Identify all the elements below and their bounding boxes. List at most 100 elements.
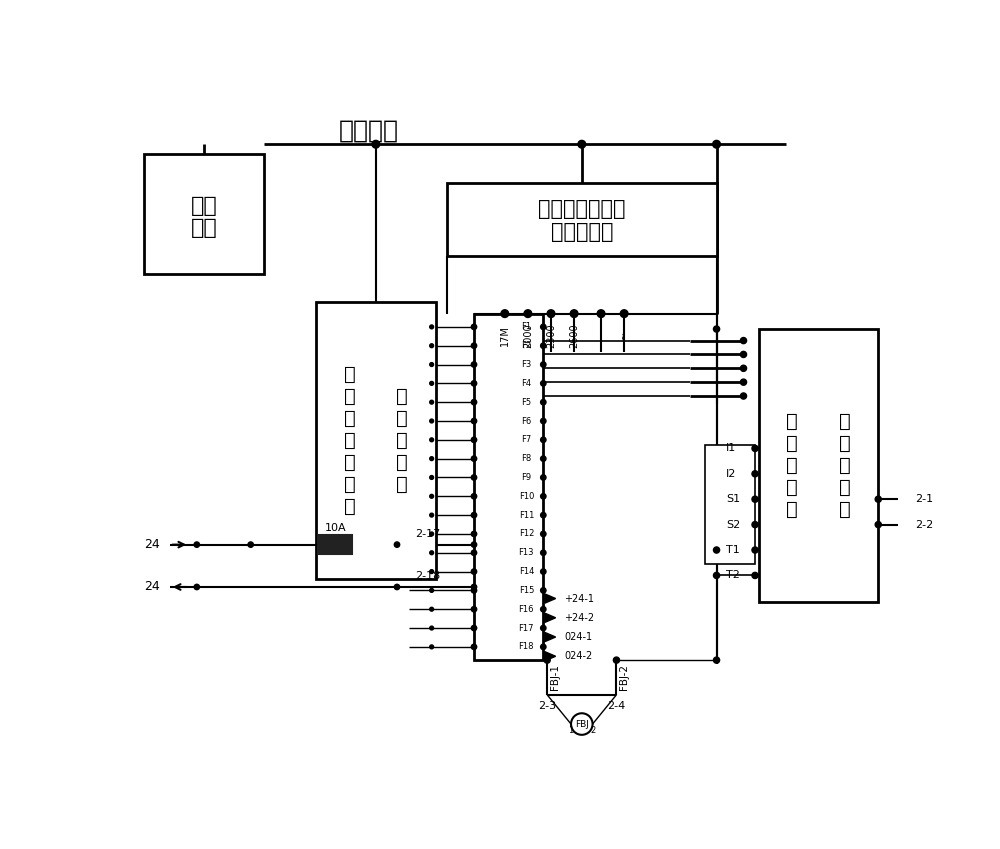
Bar: [447, 183, 717, 256]
Circle shape: [541, 569, 546, 574]
Polygon shape: [545, 613, 556, 622]
Text: 24: 24: [144, 581, 160, 593]
Circle shape: [471, 324, 477, 329]
Text: F5: F5: [521, 397, 531, 407]
Text: 2-18: 2-18: [415, 571, 440, 582]
Text: F9: F9: [521, 473, 531, 482]
Circle shape: [597, 310, 605, 318]
Circle shape: [578, 140, 586, 148]
Text: 发
送
器
低
频
控
制: 发 送 器 低 频 控 制: [344, 365, 355, 516]
Text: ~: ~: [619, 331, 629, 340]
Circle shape: [713, 572, 720, 578]
Circle shape: [740, 365, 747, 371]
Circle shape: [471, 644, 477, 649]
Circle shape: [541, 343, 546, 348]
Circle shape: [430, 344, 434, 347]
Circle shape: [713, 326, 720, 332]
Circle shape: [547, 310, 555, 318]
Text: F13: F13: [519, 548, 534, 557]
Circle shape: [501, 310, 509, 318]
Circle shape: [430, 400, 434, 404]
Circle shape: [740, 351, 747, 357]
Text: I1: I1: [726, 443, 736, 453]
Circle shape: [471, 542, 477, 548]
Circle shape: [875, 521, 881, 528]
Text: T2: T2: [726, 571, 740, 581]
Circle shape: [430, 532, 434, 536]
Text: +24-2: +24-2: [564, 613, 594, 623]
Polygon shape: [545, 652, 556, 661]
Circle shape: [752, 547, 758, 553]
Circle shape: [541, 550, 546, 555]
Text: 发送器载频控制: 发送器载频控制: [538, 199, 626, 218]
Polygon shape: [545, 633, 556, 642]
Circle shape: [471, 513, 477, 518]
Circle shape: [752, 496, 758, 503]
Circle shape: [541, 513, 546, 518]
Circle shape: [570, 310, 578, 318]
Circle shape: [524, 310, 532, 318]
Circle shape: [471, 362, 477, 368]
Circle shape: [471, 437, 477, 442]
Bar: [705, 445, 755, 564]
Circle shape: [471, 475, 477, 481]
Text: 24: 24: [144, 538, 160, 551]
Circle shape: [541, 475, 546, 481]
Circle shape: [544, 657, 550, 663]
Circle shape: [471, 456, 477, 461]
Circle shape: [430, 438, 434, 441]
Text: +24-1: +24-1: [564, 593, 594, 604]
Circle shape: [740, 380, 747, 385]
Bar: [144, 155, 264, 273]
Text: F10: F10: [519, 492, 534, 501]
Text: S1: S1: [726, 494, 740, 504]
Text: 2-3: 2-3: [538, 701, 556, 711]
Circle shape: [713, 657, 720, 663]
Text: F8: F8: [521, 454, 531, 464]
Circle shape: [541, 531, 546, 537]
Text: 2000: 2000: [523, 323, 533, 347]
Text: 2300: 2300: [546, 323, 556, 347]
Text: F4: F4: [521, 379, 531, 388]
Text: F7: F7: [521, 436, 531, 444]
Text: 2-17: 2-17: [415, 529, 440, 539]
Circle shape: [541, 419, 546, 424]
Text: 控制: 控制: [191, 196, 217, 216]
Circle shape: [471, 419, 477, 424]
Circle shape: [394, 542, 400, 548]
Circle shape: [471, 606, 477, 612]
Circle shape: [430, 419, 434, 423]
Circle shape: [713, 547, 720, 553]
Bar: [318, 536, 352, 554]
Bar: [474, 313, 543, 661]
Text: F2: F2: [521, 341, 531, 351]
Circle shape: [752, 572, 758, 578]
Bar: [759, 329, 878, 603]
Circle shape: [471, 588, 477, 593]
Text: 2-1: 2-1: [915, 494, 933, 504]
Circle shape: [541, 456, 546, 461]
Circle shape: [541, 588, 546, 593]
Circle shape: [194, 542, 199, 548]
Text: 继电器阵列: 继电器阵列: [551, 222, 613, 242]
Circle shape: [541, 324, 546, 329]
Text: F11: F11: [519, 510, 534, 520]
Circle shape: [194, 584, 199, 590]
Text: FBJ-2: FBJ-2: [619, 665, 629, 690]
Text: -: -: [596, 334, 606, 337]
Text: F17: F17: [519, 623, 534, 633]
Circle shape: [471, 550, 477, 555]
Circle shape: [430, 363, 434, 367]
Text: T1: T1: [726, 545, 740, 555]
Text: 024-1: 024-1: [564, 632, 592, 642]
Circle shape: [430, 457, 434, 460]
Circle shape: [430, 607, 434, 611]
Circle shape: [541, 400, 546, 405]
Circle shape: [471, 569, 477, 574]
Circle shape: [430, 325, 434, 329]
Text: F6: F6: [521, 417, 531, 425]
Text: F16: F16: [519, 604, 534, 614]
Circle shape: [430, 551, 434, 554]
Text: 2: 2: [590, 726, 595, 734]
Text: 继
电
器
阵
列: 继 电 器 阵 列: [839, 413, 851, 520]
